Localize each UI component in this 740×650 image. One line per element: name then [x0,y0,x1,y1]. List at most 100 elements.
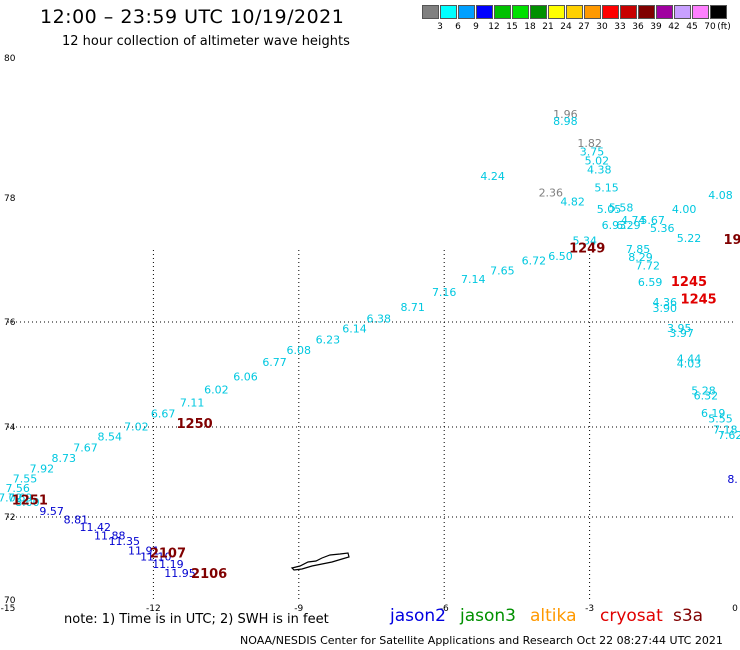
wave-height-value: 11.91 [128,544,160,557]
colorbar-swatch [638,5,655,19]
wave-height-value: 4.00 [672,203,697,216]
footnote: note: 1) Time is in UTC; 2) SWH is in fe… [64,612,329,627]
colorbar-label: 70 [704,22,716,32]
pass-time-label: 1249 [569,242,605,257]
wave-height-value: 3.97 [669,327,694,340]
colorbar-swatch [566,5,583,19]
wave-height-value: 8.29 [628,251,653,264]
wave-height-value: 2.36 [539,187,564,200]
wave-height-value: 7.67 [73,441,98,454]
wave-height-value: 6.50 [548,250,573,263]
wave-height-value: 7.69 [8,491,33,504]
wave-height-value: 11.42 [79,521,111,534]
lat-tick-label: 74 [4,423,16,433]
wave-height-value: 6.06 [233,370,258,383]
legend-s3a: s3a [673,606,704,626]
wave-height-value: 8.71 [400,301,425,314]
lat-tick-label: 72 [4,513,15,523]
lat-tick-label: 80 [4,54,16,64]
colorbar-label: 12 [488,22,500,32]
wave-height-value: 7.55 [13,472,38,485]
wave-height-value: 8.73 [51,452,76,465]
lon-tick-label: 0 [732,604,738,614]
wave-height-value: 3.95 [667,322,692,335]
jan-mayen-island [290,552,350,571]
wave-height-value: 8.00 [15,496,40,509]
wave-height-value: 6.29 [616,219,641,232]
colorbar-label: 45 [686,22,698,32]
wave-height-value: 11.19 [152,558,184,571]
wave-height-value: 6.38 [367,313,392,326]
axis-ticks: -15 -12 -9 -6 -3 0 80 78 76 74 72 70 [1,54,738,614]
wave-height-value: 5.55 [708,412,733,425]
wave-height-value: 11.35 [109,535,141,548]
wave-height-value: 8.81 [64,514,89,527]
colorbar-swatch [440,5,457,19]
wave-height-value: 7.62 [718,429,740,442]
wave-height-value: 4.82 [560,195,585,208]
pass-time-labels: 1249 1245 1245 19 1250 1251 2107 2106 [12,233,740,582]
colorbar-swatch [674,5,691,19]
wave-height-value: 4.24 [480,170,505,183]
wave-height-value: 11.88 [94,529,126,542]
wave-height-value: 7.11 [180,397,205,410]
wave-height-value: 6.23 [316,334,341,347]
wave-height-value: 7.92 [30,462,55,475]
wave-height-value: 5.58 [609,202,634,215]
lon-tick-label: -9 [294,604,303,614]
colorbar-label: 18 [524,22,536,32]
colorbar-swatch [692,5,709,19]
colorbar-label: 15 [506,22,518,32]
wave-height-value: 4.44 [677,352,702,365]
wave-height-value: 11.95 [164,567,196,580]
wave-height-value: 5.36 [650,222,675,235]
wave-height-value: 8. [727,473,738,486]
wave-height-value: 4.36 [652,296,677,309]
pass-time-label: 2106 [191,567,227,582]
credit-line: NOAA/NESDIS Center for Satellite Applica… [240,634,723,647]
wave-height-value: 5.05 [597,203,622,216]
wave-height-value: 6.77 [262,356,287,369]
wave-height-value: 5.02 [585,154,610,167]
wave-height-value: 7.85 [626,243,651,256]
colorbar-swatch [584,5,601,19]
colorbar-swatch [494,5,511,19]
colorbar-label: 24 [560,22,572,32]
pass-time-label: 1250 [177,417,213,432]
wave-height-value: 6.32 [694,390,719,403]
wave-height-value: 7.56 [5,482,30,495]
wave-height-value: 4.03 [677,358,702,371]
lon-tick-label: -3 [585,604,594,614]
wave-height-value: 5.34 [573,235,598,248]
wave-height-value: 7.02 [124,421,149,434]
colorbar-swatch [710,5,727,19]
colorbar-label: 9 [473,22,479,32]
pass-time-label: 1245 [681,292,717,307]
lat-tick-label: 78 [4,194,16,204]
wave-height-observations: 1.968.98 1.823.755.024.38 5.15 4.24 2.364.82… [0,108,740,580]
wave-height-value: 5.67 [640,214,665,227]
colorbar-swatch [530,5,547,19]
wave-height-value: 1.82 [577,137,602,150]
wave-height-value: 5.22 [677,232,702,245]
colorbar-swatch [458,5,475,19]
wave-height-value: 7.18 [713,423,738,436]
colorbar-swatch [656,5,673,19]
pass-time-label: 19 [724,233,740,248]
colorbar-label: 30 [596,22,608,32]
wave-height-value: 6.14 [342,323,367,336]
page-subtitle: 12 hour collection of altimeter wave hei… [62,34,350,49]
colorbar-swatch [620,5,637,19]
colorbar-swatch [512,5,529,19]
wave-height-value: 6.67 [151,408,176,421]
wave-height-value: 7.16 [432,286,457,299]
wave-height-value: 6.19 [701,407,726,420]
wave-height-value: 3.90 [652,302,677,315]
wave-height-value: 1.96 [553,108,578,121]
colorbar-swatch [476,5,493,19]
wave-height-value: 4.38 [587,164,612,177]
wave-height-value: 8.54 [98,431,123,444]
colorbar-label: 36 [632,22,644,32]
wave-height-value: 3.75 [580,145,605,158]
pass-time-label: 1245 [671,275,707,290]
